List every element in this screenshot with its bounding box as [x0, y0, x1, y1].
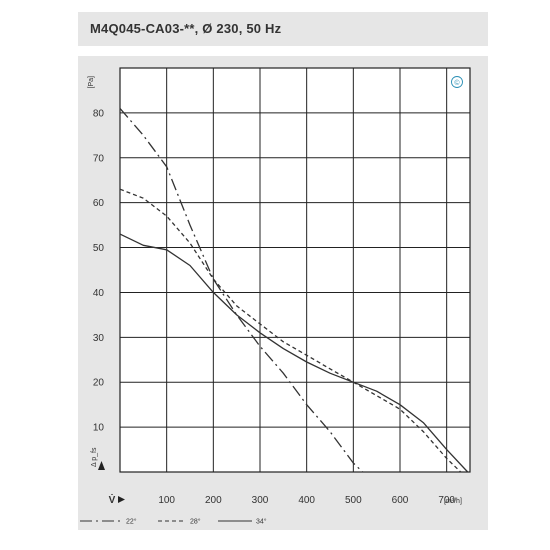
y-tick-label: 60 [93, 198, 105, 209]
badge-circle-icon [451, 76, 463, 88]
plot-area [120, 68, 470, 472]
plot-frame [119, 67, 471, 473]
y-tick-label: 40 [93, 288, 105, 299]
y-axis-label: Δ p_fs [91, 447, 98, 467]
x-tick-label: 300 [252, 495, 269, 506]
x-tick-label: 200 [205, 495, 222, 506]
x-tick-label: 700 [438, 495, 455, 506]
x-tick-label: 400 [298, 495, 315, 506]
y-tick-labels: 10 20 30 40 50 60 70 80 [93, 108, 105, 433]
series-line-short-dash [119, 188, 462, 473]
legend-label: 34° [256, 518, 267, 526]
x-tick-labels: 100 200 300 400 500 600 700 [158, 495, 455, 506]
legend-label: 22° [126, 518, 137, 526]
x-tick-label: 600 [392, 495, 409, 506]
legend: 22° 28° 34° [80, 518, 267, 526]
y-tick-label: 10 [93, 423, 105, 434]
chart-title: M4Q045-CA03-**, Ø 230, 50 Hz [90, 21, 282, 36]
y-tick-label: 20 [93, 378, 105, 389]
series-line-solid [119, 233, 469, 473]
series-line-long-dash [119, 107, 364, 473]
y-tick-label: 70 [93, 153, 105, 164]
x-axis-arrow-icon [118, 496, 125, 503]
x-unit-label: [m³/h] [444, 498, 462, 505]
title-bar: M4Q045-CA03-**, Ø 230, 50 Hz [78, 12, 488, 46]
y-axis-arrow-icon [98, 461, 105, 470]
y-tick-label: 80 [93, 108, 105, 119]
badge-letter: © [454, 79, 460, 87]
x-tick-label: 500 [345, 495, 362, 506]
x-axis-label: V̇ [109, 494, 116, 506]
x-tick-label: 100 [158, 495, 175, 506]
legend-label: 28° [190, 518, 201, 526]
y-tick-label: 30 [93, 333, 105, 344]
series-group [119, 107, 469, 473]
y-unit-label: [Pa] [88, 76, 95, 89]
y-tick-label: 50 [93, 243, 105, 254]
